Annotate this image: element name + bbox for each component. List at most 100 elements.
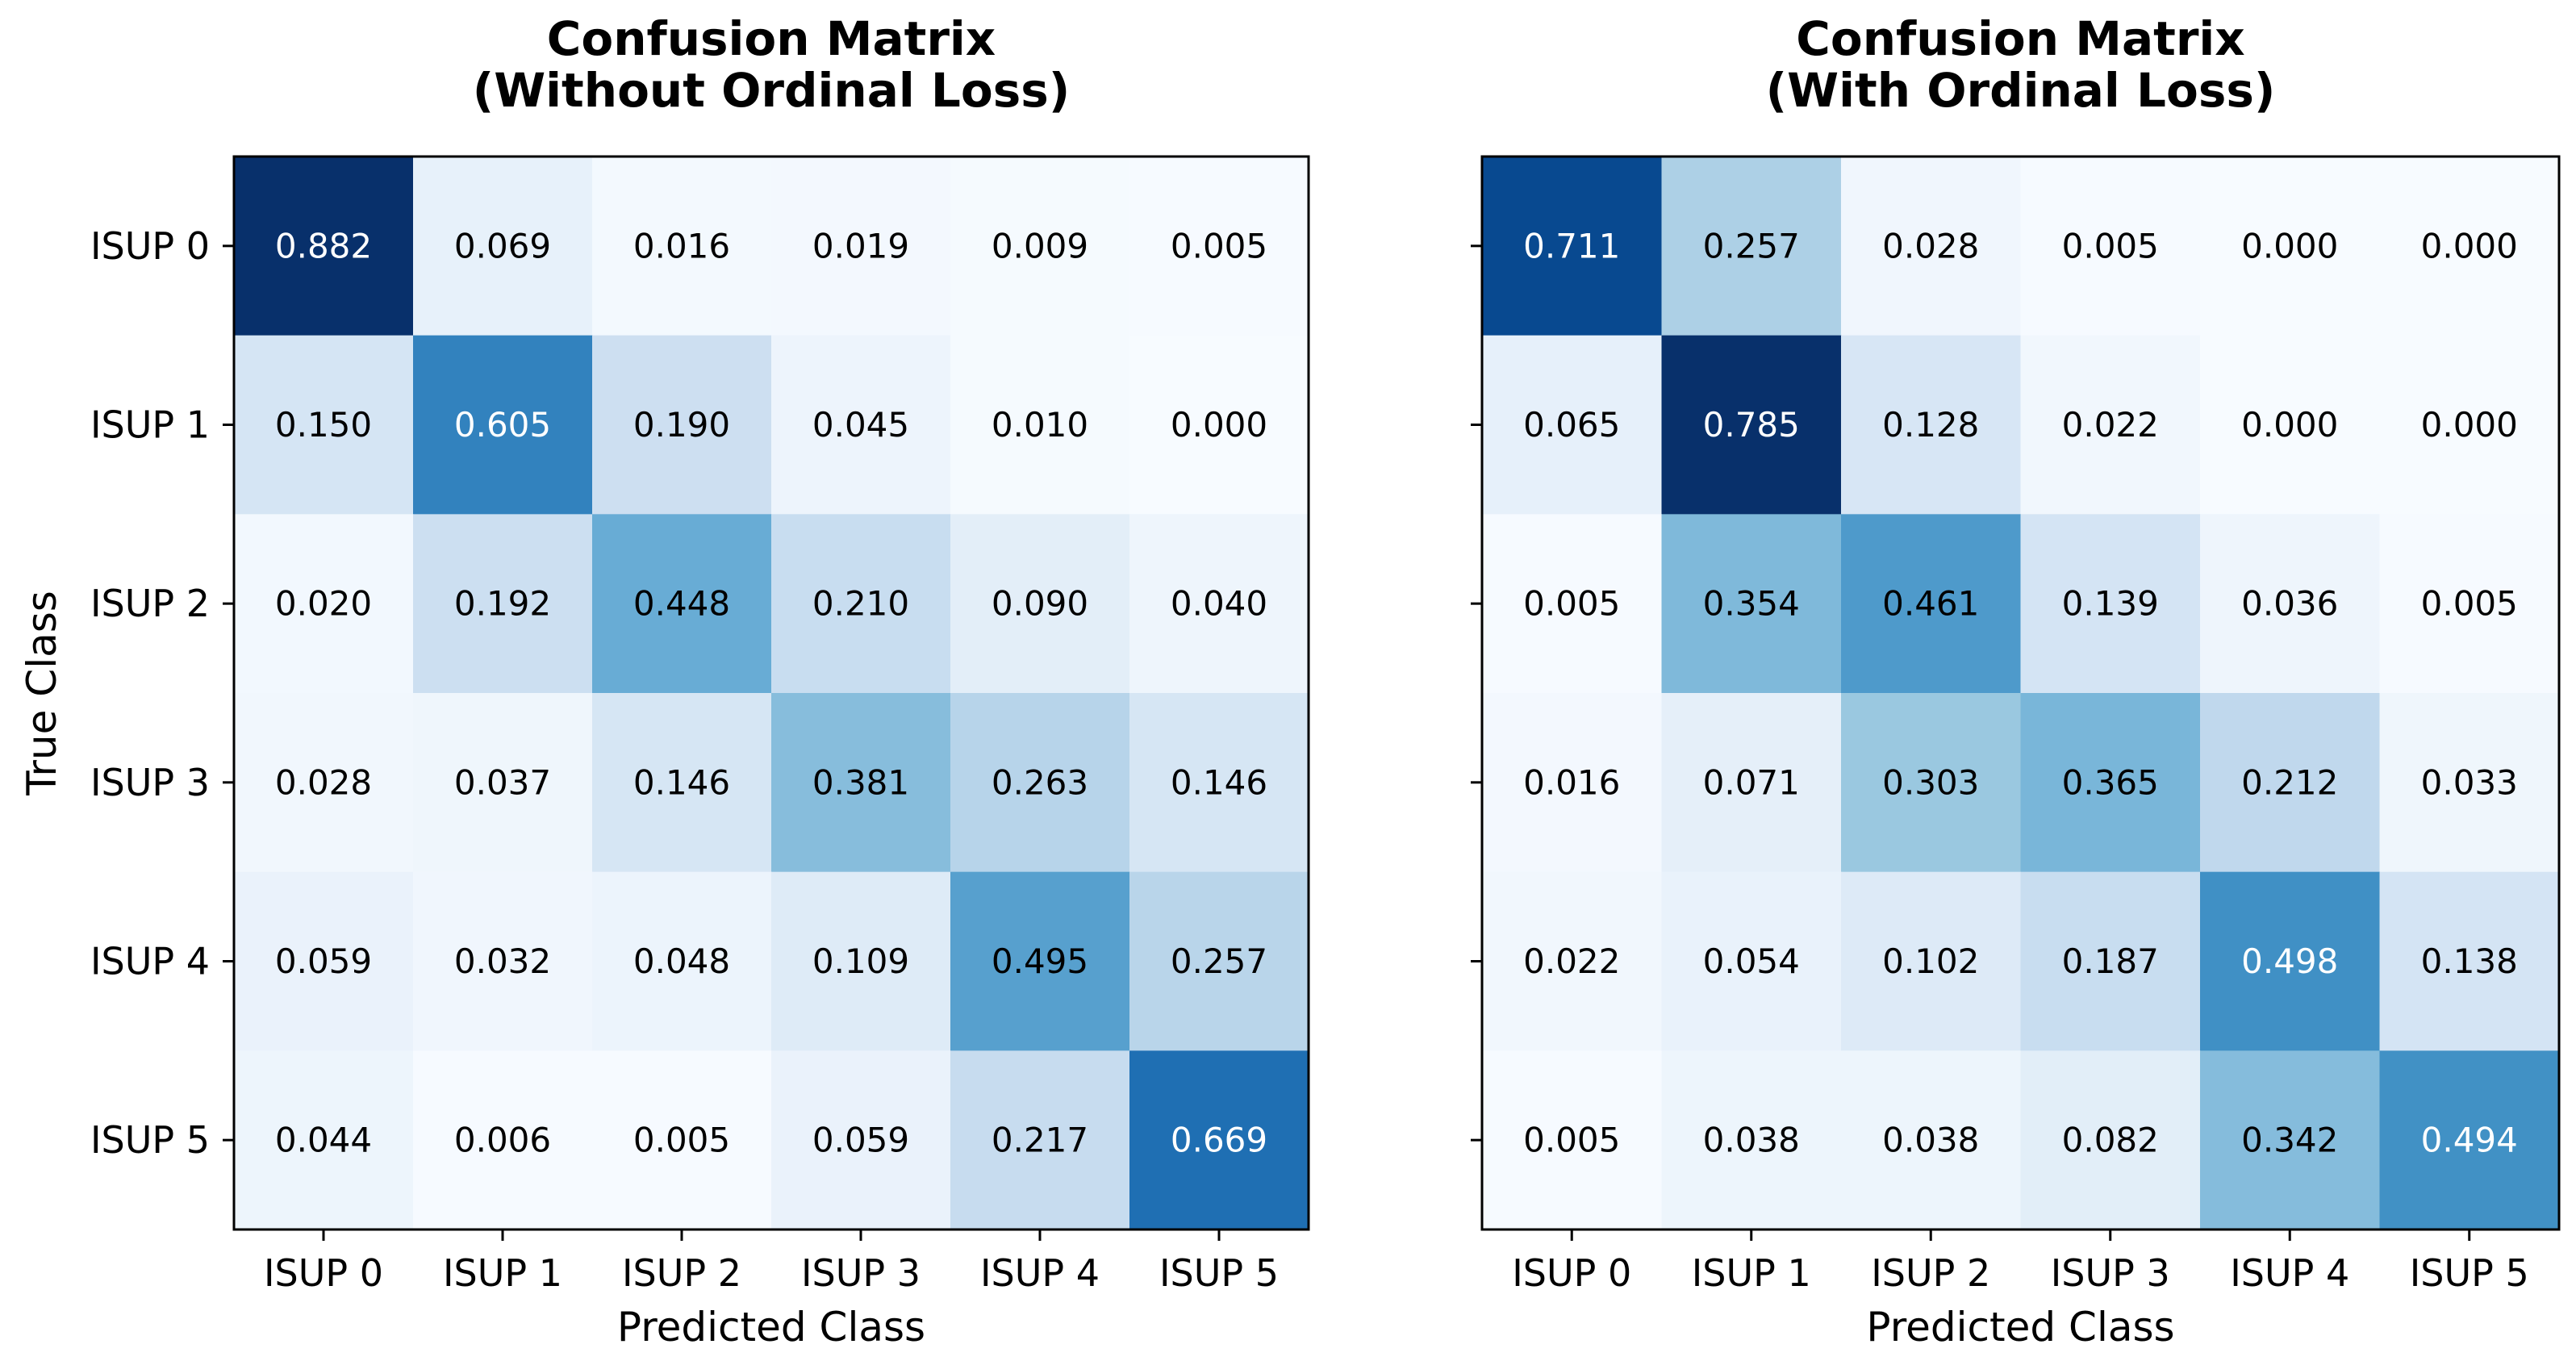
cell-value-label: 0.022 bbox=[2062, 405, 2159, 445]
cell-value-label: 0.000 bbox=[1171, 405, 1267, 445]
cell-value-label: 0.009 bbox=[992, 226, 1088, 265]
cell-value-label: 0.032 bbox=[454, 941, 551, 981]
cell-value-label: 0.005 bbox=[2421, 584, 2518, 624]
cell-value-label: 0.109 bbox=[812, 941, 909, 981]
heatmap-cell bbox=[413, 871, 593, 1051]
heatmap-cell bbox=[413, 514, 593, 694]
y-axis-label: True Class bbox=[19, 591, 65, 796]
cell-value-label: 0.342 bbox=[2241, 1121, 2338, 1160]
cell-value-label: 0.711 bbox=[1523, 226, 1620, 265]
heatmap-cell bbox=[1661, 335, 1842, 515]
heatmap-cell bbox=[950, 157, 1130, 336]
heatmap-cell bbox=[950, 1050, 1130, 1230]
x-axis-label: Predicted Class bbox=[1866, 1304, 2174, 1351]
heatmap-cell bbox=[2020, 1050, 2201, 1230]
cell-value-label: 0.005 bbox=[1523, 1121, 1620, 1160]
plot-frame bbox=[1480, 155, 2561, 1231]
heatmap-cell bbox=[1129, 335, 1309, 515]
heatmap-cell bbox=[2379, 514, 2560, 694]
cell-value-label: 0.000 bbox=[2241, 405, 2338, 445]
x-axis-label: Predicted Class bbox=[617, 1304, 925, 1351]
cell-value-label: 0.071 bbox=[1703, 762, 1800, 802]
heatmap-cell bbox=[2379, 1050, 2560, 1230]
heatmap-cell bbox=[2200, 157, 2381, 336]
heatmap-cell bbox=[1129, 157, 1309, 336]
cell-value-label: 0.054 bbox=[1703, 941, 1800, 981]
x-tick-label: ISUP 5 bbox=[2410, 1251, 2529, 1295]
heatmap-cell bbox=[234, 157, 414, 336]
x-tick-label: ISUP 1 bbox=[1692, 1251, 1811, 1295]
cell-value-label: 0.005 bbox=[633, 1121, 730, 1160]
confusion-matrix-panel-1: 0.882 0.069 0.016 0.019 0.009 0.005 0.150 0.605… bbox=[19, 11, 1310, 1351]
cell-value-label: 0.000 bbox=[2421, 226, 2518, 265]
heatmap-cell bbox=[1129, 514, 1309, 694]
heatmap-cell bbox=[592, 871, 772, 1051]
heatmap-cell bbox=[413, 1050, 593, 1230]
heatmap-cell bbox=[2020, 335, 2201, 515]
cell-value-label: 0.040 bbox=[1171, 584, 1267, 624]
cell-value-label: 0.028 bbox=[275, 762, 372, 802]
heatmap-cell bbox=[592, 335, 772, 515]
cell-value-label: 0.000 bbox=[2421, 405, 2518, 445]
y-tick-label: ISUP 3 bbox=[90, 761, 210, 804]
cell-value-label: 0.150 bbox=[275, 405, 372, 445]
cell-value-label: 0.494 bbox=[2421, 1121, 2518, 1160]
heatmap-cell bbox=[2379, 157, 2560, 336]
heatmap-cell bbox=[1661, 871, 1842, 1051]
heatmap-cell bbox=[234, 693, 414, 873]
cell-value-label: 0.059 bbox=[275, 941, 372, 981]
heatmap-cell bbox=[1661, 1050, 1842, 1230]
x-tick-label: ISUP 5 bbox=[1159, 1251, 1279, 1295]
cell-value-label: 0.448 bbox=[633, 584, 730, 624]
heatmap-cell bbox=[413, 157, 593, 336]
cell-value-label: 0.022 bbox=[1523, 941, 1620, 981]
heatmap-cell bbox=[771, 335, 951, 515]
heatmap-cell bbox=[1841, 514, 2022, 694]
heatmap-cell bbox=[2020, 514, 2201, 694]
x-tick-label: ISUP 0 bbox=[264, 1251, 383, 1295]
cell-value-label: 0.192 bbox=[454, 584, 551, 624]
cell-value-label: 0.005 bbox=[2062, 226, 2159, 265]
cell-value-label: 0.669 bbox=[1171, 1121, 1267, 1160]
cell-value-label: 0.263 bbox=[992, 762, 1088, 802]
plot-frame bbox=[232, 155, 1310, 1231]
cell-value-label: 0.365 bbox=[2062, 762, 2159, 802]
heatmap-cell bbox=[2200, 693, 2381, 873]
cell-value-label: 0.036 bbox=[2241, 584, 2338, 624]
cell-value-label: 0.033 bbox=[2421, 762, 2518, 802]
x-tick-label: ISUP 4 bbox=[2230, 1251, 2349, 1295]
cell-value-label: 0.082 bbox=[2062, 1121, 2159, 1160]
cell-value-label: 0.006 bbox=[454, 1121, 551, 1160]
heatmap-cell bbox=[1129, 871, 1309, 1051]
cell-value-label: 0.257 bbox=[1171, 941, 1267, 981]
heatmap-cell bbox=[2379, 871, 2560, 1051]
heatmap-cell bbox=[1129, 1050, 1309, 1230]
heatmap-cell bbox=[234, 514, 414, 694]
heatmap-cell bbox=[950, 514, 1130, 694]
heatmap-cell bbox=[2200, 514, 2381, 694]
heatmap-cell bbox=[413, 335, 593, 515]
heatmap-cell bbox=[1841, 871, 2022, 1051]
cell-value-label: 0.354 bbox=[1703, 584, 1800, 624]
heatmap-cell bbox=[413, 693, 593, 873]
heatmap-cell bbox=[1482, 514, 1663, 694]
heatmap-cell bbox=[1661, 693, 1842, 873]
cell-value-label: 0.210 bbox=[812, 584, 909, 624]
cell-value-label: 0.005 bbox=[1171, 226, 1267, 265]
heatmap-cell bbox=[1482, 157, 1663, 336]
x-tick-label: ISUP 3 bbox=[801, 1251, 921, 1295]
y-tick-label: ISUP 2 bbox=[90, 582, 210, 625]
heatmap-cell bbox=[950, 871, 1130, 1051]
y-tick-label: ISUP 0 bbox=[90, 224, 210, 268]
cell-value-label: 0.785 bbox=[1703, 405, 1800, 445]
cell-value-label: 0.010 bbox=[992, 405, 1088, 445]
cell-value-label: 0.028 bbox=[1882, 226, 1979, 265]
cell-value-label: 0.138 bbox=[2421, 941, 2518, 981]
heatmap-cell bbox=[950, 335, 1130, 515]
heatmap-cell bbox=[1482, 693, 1663, 873]
cell-value-label: 0.038 bbox=[1703, 1121, 1800, 1160]
heatmap-cell bbox=[592, 1050, 772, 1230]
cell-value-label: 0.461 bbox=[1882, 584, 1979, 624]
cell-value-label: 0.090 bbox=[992, 584, 1088, 624]
cell-value-label: 0.102 bbox=[1882, 941, 1979, 981]
